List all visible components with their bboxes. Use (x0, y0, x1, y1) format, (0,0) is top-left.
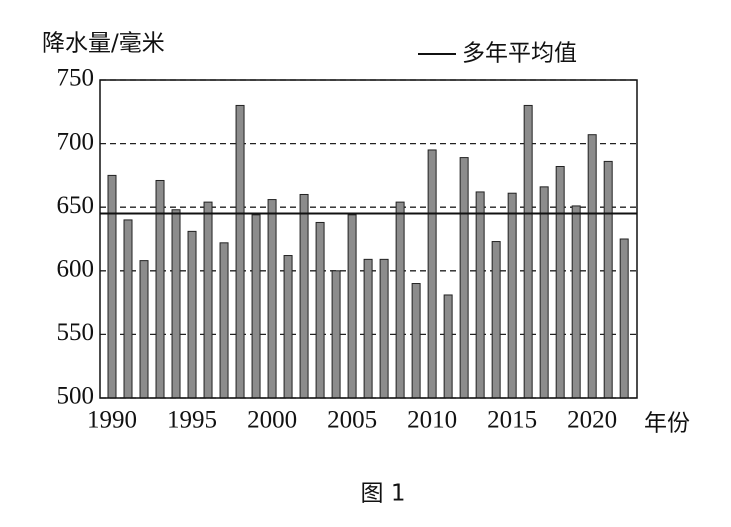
bar (379, 258, 389, 399)
bar (619, 238, 629, 399)
y-tick-label: 750 (57, 65, 95, 92)
bar (251, 214, 261, 399)
y-tick-label: 700 (57, 128, 95, 155)
bar (107, 174, 117, 399)
bar (411, 283, 421, 399)
bar (603, 160, 613, 399)
bar (539, 186, 549, 399)
y-tick-label: 600 (57, 256, 95, 283)
x-tick-label: 2005 (327, 407, 377, 434)
bar (459, 157, 469, 399)
bar (331, 270, 341, 399)
bar (315, 221, 325, 399)
x-tick-label: 1990 (87, 407, 137, 434)
bar (267, 199, 277, 399)
bar (203, 201, 213, 399)
bar (395, 201, 405, 399)
x-tick-label: 2010 (407, 407, 457, 434)
x-axis-label: 年份 (644, 411, 690, 437)
bar (443, 294, 453, 399)
bar (491, 241, 501, 399)
bar (475, 191, 485, 399)
bar (523, 104, 533, 399)
x-tick-label: 2015 (487, 407, 537, 434)
caption: 图 1 (361, 481, 406, 507)
bar (299, 193, 309, 399)
bar (171, 209, 181, 399)
plot-frame (99, 79, 638, 399)
bar (235, 104, 245, 399)
bar (283, 255, 293, 399)
bar (587, 134, 597, 399)
x-tick-label: 1995 (167, 407, 217, 434)
bar (555, 165, 565, 399)
bar (187, 230, 197, 399)
y-tick-label: 500 (57, 383, 95, 410)
bar (507, 192, 517, 399)
bar (139, 260, 149, 399)
x-tick-label: 2020 (567, 407, 617, 434)
bar (219, 242, 229, 399)
bar (347, 214, 357, 399)
legend-label: 多年平均值 (462, 41, 577, 67)
y-tick-label: 650 (57, 192, 95, 219)
bar (427, 149, 437, 399)
bar (363, 258, 373, 399)
y-tick-label: 550 (57, 319, 95, 346)
y-axis-label: 降水量/毫米 (42, 31, 165, 57)
bar (571, 205, 581, 399)
x-tick-label: 2000 (247, 407, 297, 434)
bar (123, 219, 133, 399)
